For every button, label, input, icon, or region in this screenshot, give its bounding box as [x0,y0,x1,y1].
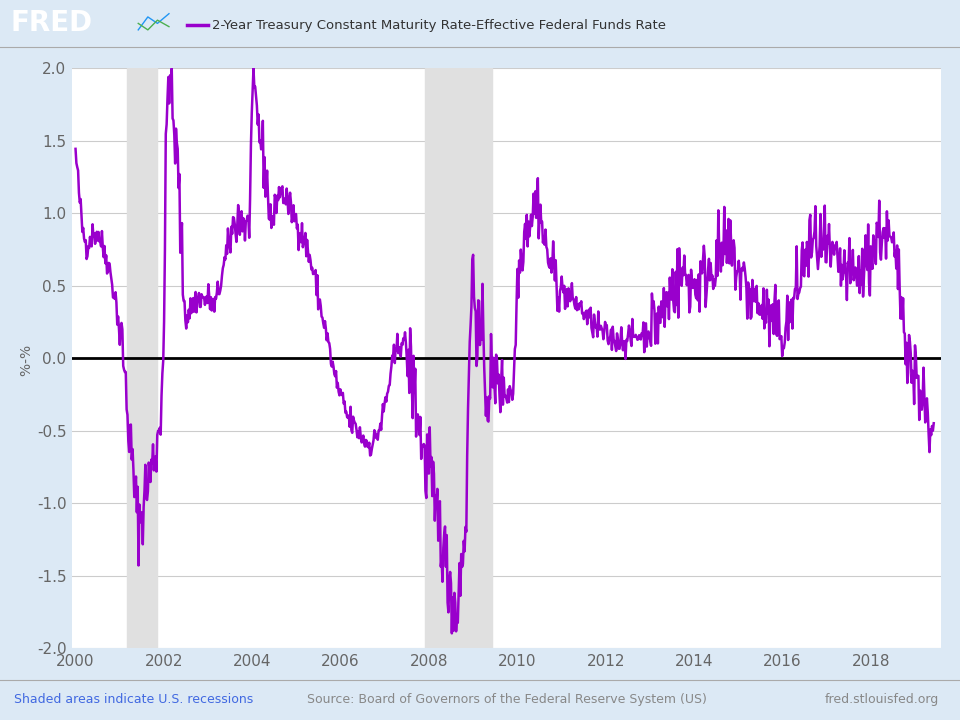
Text: Source: Board of Governors of the Federal Reserve System (US): Source: Board of Governors of the Federa… [307,693,708,706]
Text: fred.stlouisfed.org: fred.stlouisfed.org [825,693,939,706]
Text: 2-Year Treasury Constant Maturity Rate-Effective Federal Funds Rate: 2-Year Treasury Constant Maturity Rate-E… [212,19,666,32]
Text: Shaded areas indicate U.S. recessions: Shaded areas indicate U.S. recessions [14,693,253,706]
Y-axis label: %-% : %-% [20,341,34,376]
Text: FRED: FRED [11,9,93,37]
Bar [425,68,492,648]
Bar [127,68,156,648]
